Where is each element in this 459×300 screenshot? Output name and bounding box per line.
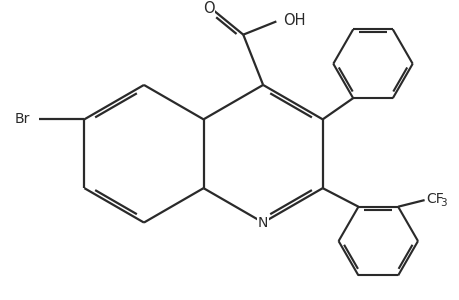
Text: N: N xyxy=(257,216,268,230)
Text: 3: 3 xyxy=(439,198,446,208)
Text: CF: CF xyxy=(425,192,443,206)
Text: Br: Br xyxy=(15,112,30,126)
Text: OH: OH xyxy=(282,13,305,28)
Text: O: O xyxy=(202,1,214,16)
